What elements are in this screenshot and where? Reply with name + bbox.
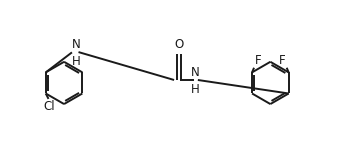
Text: H: H <box>72 55 81 68</box>
Text: F: F <box>255 54 262 67</box>
Text: H: H <box>191 83 200 96</box>
Text: Cl: Cl <box>43 100 55 113</box>
Text: N: N <box>72 38 81 51</box>
Text: N: N <box>191 66 200 79</box>
Text: O: O <box>174 38 184 51</box>
Text: F: F <box>279 54 286 67</box>
